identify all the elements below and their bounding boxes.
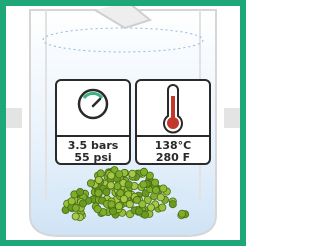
- pea: [95, 176, 102, 183]
- card-line: 55 psi: [74, 151, 111, 164]
- pea: [115, 203, 122, 210]
- pea: [103, 188, 110, 195]
- pea: [72, 204, 79, 211]
- pea: [159, 204, 166, 211]
- thermometer-bulb: [167, 117, 179, 129]
- pea: [72, 213, 79, 220]
- pea: [152, 187, 159, 194]
- pea: [109, 208, 116, 215]
- pea: [97, 170, 104, 177]
- card-line: 280 F: [156, 151, 190, 164]
- pea: [141, 211, 148, 218]
- pea: [116, 171, 123, 178]
- pea: [129, 170, 136, 177]
- pea: [126, 201, 133, 208]
- pea: [77, 188, 84, 195]
- thermometer-fill: [171, 96, 175, 120]
- pressure-card: 3.5 bars 55 psi: [56, 80, 130, 164]
- pea: [94, 205, 101, 212]
- pea: [147, 204, 154, 211]
- pea: [108, 201, 115, 208]
- pea: [120, 195, 127, 202]
- pea: [140, 168, 147, 175]
- pea: [139, 201, 146, 208]
- temperature-card: 138°C 280 F: [136, 80, 210, 164]
- illustration: 3.5 bars 55 psi 138°C 280 F: [0, 0, 246, 246]
- pea: [160, 185, 167, 192]
- pea: [157, 194, 164, 201]
- pea: [87, 180, 94, 187]
- pea: [140, 181, 147, 188]
- pea: [169, 201, 176, 208]
- pea: [107, 182, 114, 189]
- pea: [95, 189, 102, 196]
- pea: [152, 179, 159, 186]
- pea: [108, 172, 115, 179]
- pea: [79, 200, 86, 207]
- pea: [179, 210, 186, 217]
- pea: [68, 198, 75, 205]
- pea: [125, 181, 132, 188]
